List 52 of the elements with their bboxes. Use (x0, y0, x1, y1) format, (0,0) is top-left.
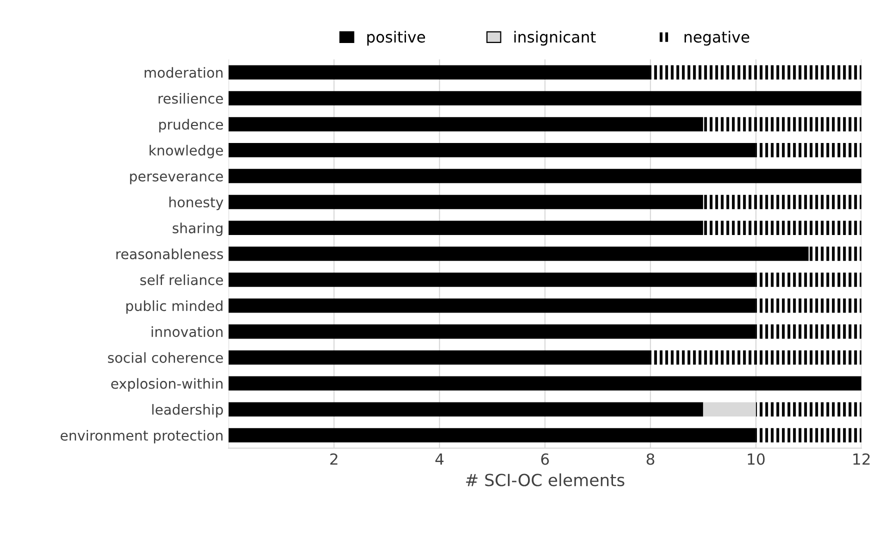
x-tick-label: 10 (748, 453, 765, 465)
bar (228, 142, 756, 158)
bar (756, 272, 862, 287)
legend-label: positive (367, 30, 426, 46)
bar (228, 376, 862, 391)
y-tick-label: social coherence (108, 352, 223, 363)
bar (228, 220, 704, 236)
y-tick-label: resilience (158, 93, 223, 104)
x-tick-label: 4 (435, 454, 444, 465)
bar (228, 350, 650, 365)
y-tick-label: explosion-within (111, 378, 222, 392)
x-tick-label: 2 (330, 453, 338, 465)
y-tick-label: prudence (159, 118, 223, 132)
bar (756, 298, 862, 313)
x-tick-label: 12 (853, 453, 870, 465)
bar (228, 91, 862, 106)
bar (228, 428, 756, 442)
y-tick-label: self reliance (140, 274, 223, 286)
bar (228, 194, 704, 210)
y-tick-label: innovation (152, 326, 222, 338)
bar (808, 246, 862, 261)
y-tick-label: environment protection (60, 430, 222, 444)
legend-label: insignicant (514, 30, 596, 46)
y-tick-label: sharing (172, 222, 222, 236)
bar (228, 324, 756, 339)
bar (228, 117, 704, 132)
bar (228, 246, 809, 261)
y-tick-label: honesty (169, 196, 224, 210)
y-tick-label: knowledge (150, 144, 223, 158)
x-tick-label: 6 (541, 453, 549, 465)
bar (703, 220, 862, 236)
bar (228, 402, 704, 416)
bar (228, 272, 756, 287)
x-tick-label: 8 (646, 453, 654, 465)
bar (756, 324, 862, 339)
bar (756, 428, 862, 442)
bar (228, 65, 650, 80)
y-tick-label: public minded (126, 300, 222, 314)
legend-label: negative (684, 30, 750, 46)
y-tick-label: perseverance (130, 174, 223, 184)
x-axis-title: # SCI-OC elements (466, 473, 624, 486)
bar (756, 402, 862, 416)
bar (703, 194, 862, 210)
bar (650, 65, 862, 80)
bar (228, 168, 862, 184)
y-tick-label: reasonableness (116, 248, 223, 260)
bar (650, 350, 862, 365)
bar (228, 298, 756, 313)
bar (703, 117, 862, 132)
bar (756, 142, 862, 158)
y-tick-label: moderation (144, 67, 222, 78)
y-tick-label: leadership (152, 404, 223, 418)
